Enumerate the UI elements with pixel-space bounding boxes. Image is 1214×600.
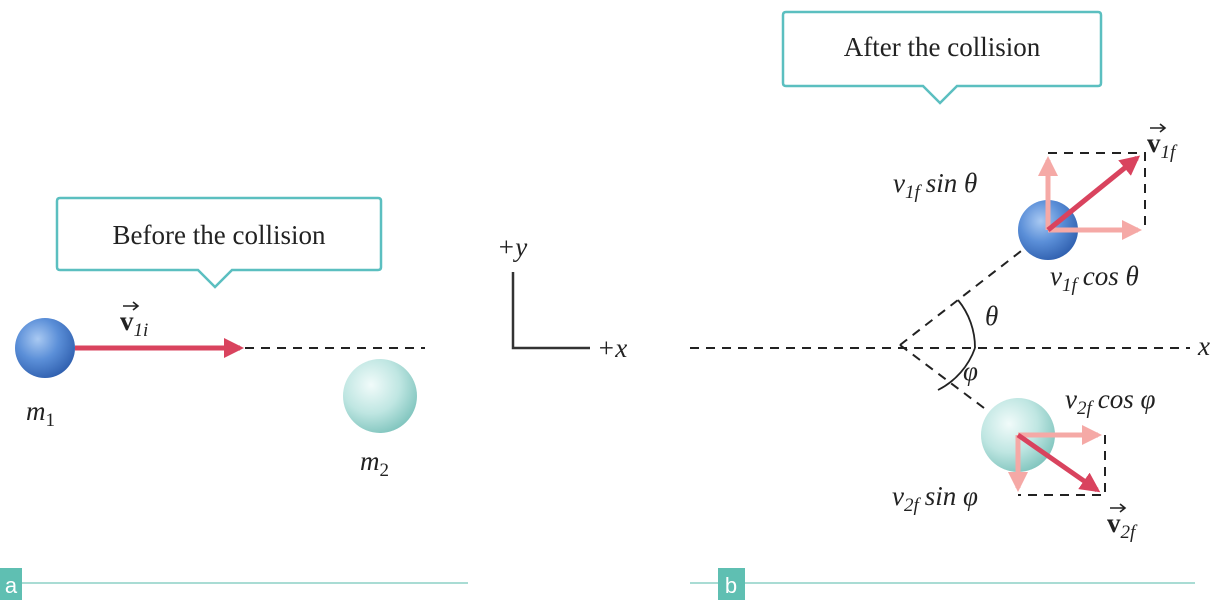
theta-label: θ (985, 301, 998, 331)
callout-text: After the collision (844, 32, 1041, 62)
mass-2-ball (343, 359, 417, 433)
velocity-label: v1i (120, 306, 148, 341)
theta-arc (958, 300, 975, 348)
x-axis-label: +x (597, 333, 627, 363)
axis-lines (513, 272, 590, 348)
axes: +y +x (497, 232, 627, 363)
diagram: Before the collision v1i m1 m2 a +y +x A… (0, 0, 1214, 600)
x-axis-label: x (1197, 331, 1210, 361)
path-2 (900, 345, 992, 414)
y-axis-label: +y (497, 232, 527, 262)
phi-label: φ (963, 356, 978, 386)
panel-label: a (5, 573, 18, 598)
panel-label: b (725, 573, 737, 598)
mass-2-label: m2 (360, 446, 389, 481)
v1f-label: v1f (1147, 128, 1178, 163)
v1f-arrow (1048, 158, 1137, 230)
mass-1-ball (15, 318, 75, 378)
v2f-label: v2f (1107, 508, 1138, 543)
callout-text: Before the collision (113, 220, 326, 250)
mass-1-label: m1 (26, 396, 55, 431)
panel-a: Before the collision v1i m1 m2 a (0, 198, 468, 600)
path-1 (900, 248, 1025, 345)
